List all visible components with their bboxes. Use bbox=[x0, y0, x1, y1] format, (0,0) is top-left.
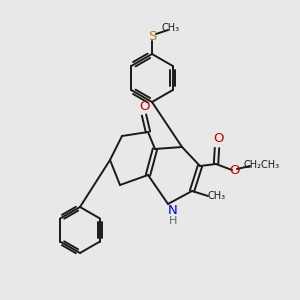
Text: O: O bbox=[229, 164, 239, 176]
Text: CH₃: CH₃ bbox=[162, 23, 180, 33]
Text: S: S bbox=[148, 29, 156, 43]
Text: CH₂CH₃: CH₂CH₃ bbox=[244, 160, 280, 170]
Text: H: H bbox=[169, 216, 177, 226]
Text: O: O bbox=[213, 133, 223, 146]
Text: CH₃: CH₃ bbox=[208, 191, 226, 201]
Text: O: O bbox=[140, 100, 150, 112]
Text: N: N bbox=[168, 203, 178, 217]
